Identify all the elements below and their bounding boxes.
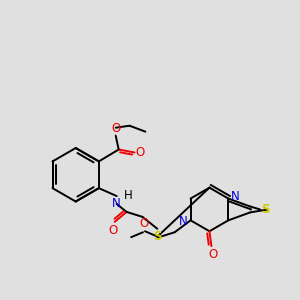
Text: O: O — [140, 217, 148, 230]
Text: N: N — [112, 197, 121, 210]
Text: O: O — [111, 122, 120, 135]
Text: O: O — [136, 146, 145, 159]
Text: H: H — [124, 189, 132, 202]
Text: N: N — [231, 190, 240, 203]
Text: N: N — [179, 215, 188, 228]
Text: S: S — [153, 230, 162, 243]
Text: O: O — [209, 248, 218, 261]
Text: O: O — [108, 224, 117, 237]
Text: S: S — [261, 203, 269, 216]
